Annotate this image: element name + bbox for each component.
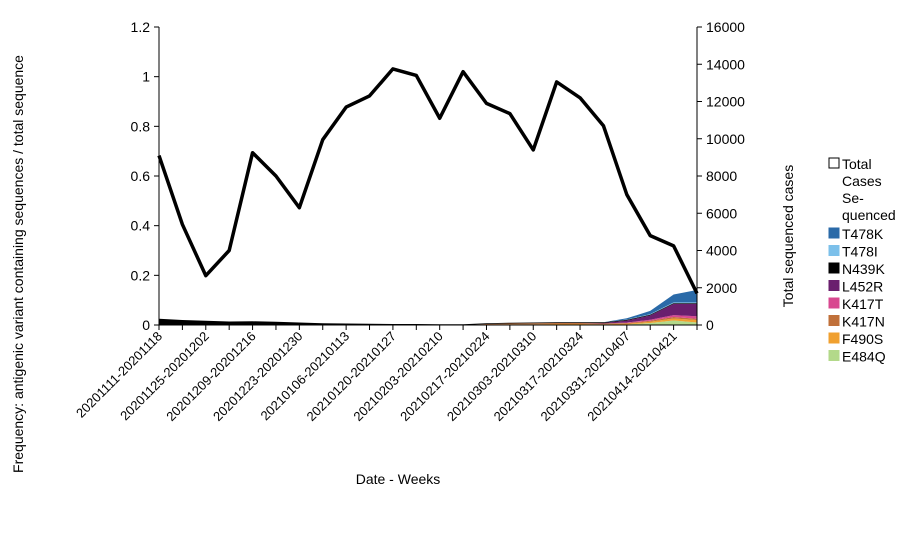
legend-swatch <box>828 280 840 291</box>
x-tick-label: 20210217-20210224 <box>397 329 492 424</box>
legend-label: N439K <box>842 261 885 277</box>
y-tick-label: 0.8 <box>131 118 151 134</box>
y-tick-label: 0.4 <box>131 218 151 234</box>
legend-swatch <box>828 157 840 169</box>
y-tick-label: 0 <box>142 317 150 333</box>
y2-tick-label: 0 <box>706 317 714 333</box>
area-series-n439k <box>159 303 697 325</box>
legend-label: T478K <box>842 226 884 242</box>
y2-tick-label: 16000 <box>706 19 745 35</box>
legend-label: K417T <box>842 296 884 312</box>
x-tick-label: 20210414-20210421 <box>584 329 679 424</box>
x-tick-label: 20210317-20210324 <box>491 329 586 424</box>
y2-tick-label: 6000 <box>706 205 737 221</box>
area-series-t478k <box>159 289 697 325</box>
legend-label: F490S <box>842 331 883 347</box>
total-cases-line <box>157 67 699 295</box>
x-tick-label: 20210106-20210113 <box>257 329 352 424</box>
x-axis-label: Date - Weeks <box>356 471 441 487</box>
legend-label: Se- <box>842 190 864 206</box>
y-tick-label: 1 <box>142 69 150 85</box>
variant-areas <box>159 289 697 325</box>
y2-tick-label: 12000 <box>706 94 745 110</box>
axes <box>154 26 702 330</box>
legend-swatch <box>828 245 840 256</box>
y2-tick-labels: 0 2000 4000 6000 8000 10000 12000 14000 16000 <box>706 19 745 333</box>
legend-swatch <box>828 262 840 274</box>
legend-label: Cases <box>842 173 882 189</box>
x-tick-labels: 20201111-2020111820201125-20201202202012… <box>73 329 680 424</box>
legend-swatch <box>828 332 840 344</box>
y-tick-label: 1.2 <box>131 19 151 35</box>
y2-tick-label: 2000 <box>706 280 737 296</box>
y2-tick-label: 10000 <box>706 131 745 147</box>
x-tick-label: 20210120-20210127 <box>304 329 399 424</box>
y2-tick-label: 14000 <box>706 56 745 72</box>
x-tick-label: 20210303-20210310 <box>444 329 539 424</box>
legend-swatch <box>828 315 840 326</box>
y-axis-label: Frequency: antigenic variant containing … <box>10 55 26 473</box>
total-line-layer <box>157 67 699 295</box>
y2-axis-label: Total sequenced cases <box>780 165 796 307</box>
x-tick-label: 20201111-20201118 <box>73 329 165 421</box>
legend-label: quenced <box>842 207 896 223</box>
legend-label: L452R <box>842 279 883 295</box>
legend-label: T478I <box>842 244 878 260</box>
legend-swatch <box>828 297 840 309</box>
y2-tick-label: 8000 <box>706 168 737 184</box>
y-tick-labels: 0 0.2 0.4 0.6 0.8 1 1.2 <box>131 19 151 333</box>
x-tick-label: 20210331-20210407 <box>537 329 632 424</box>
legend-label: K417N <box>842 314 885 330</box>
y2-tick-label: 4000 <box>706 243 737 259</box>
legend-swatch <box>828 227 840 239</box>
y-tick-label: 0.2 <box>131 267 151 283</box>
legend-swatch <box>828 350 840 361</box>
x-tick-label: 20201223-20201230 <box>210 329 305 424</box>
legend-label: Total <box>842 156 872 172</box>
x-tick-label: 20210203-20210210 <box>350 329 445 424</box>
x-tick-label: 20201125-20201202 <box>117 329 212 424</box>
legend-label: E484Q <box>842 349 886 365</box>
x-tick-label: 20201209-20201216 <box>163 329 258 424</box>
y-tick-label: 0.6 <box>131 168 151 184</box>
